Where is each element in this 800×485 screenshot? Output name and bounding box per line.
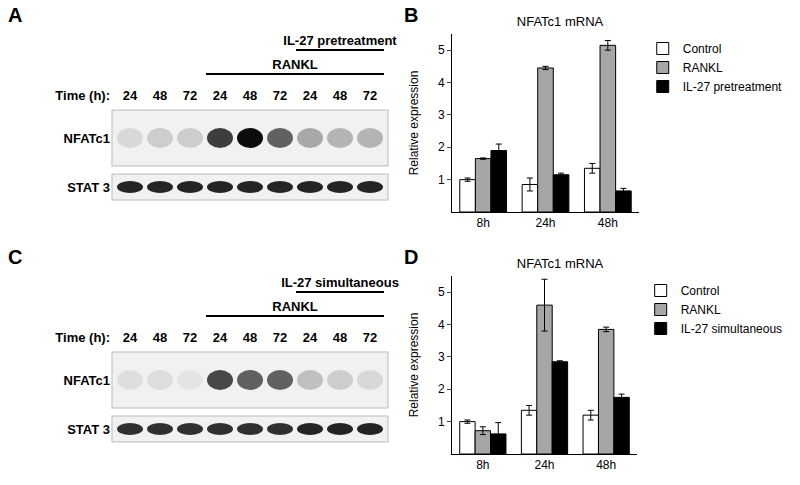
svg-text:5: 5 (438, 43, 445, 57)
svg-text:NFATc1: NFATc1 (64, 131, 110, 146)
svg-text:48: 48 (333, 88, 347, 103)
svg-text:RANKL: RANKL (272, 57, 318, 72)
svg-text:3: 3 (438, 108, 445, 122)
svg-text:4: 4 (438, 76, 445, 90)
svg-text:48h: 48h (596, 458, 616, 472)
svg-text:72: 72 (273, 330, 287, 345)
svg-text:3: 3 (438, 350, 445, 364)
svg-text:Control: Control (683, 42, 722, 56)
svg-text:24: 24 (303, 88, 318, 103)
svg-text:24: 24 (213, 88, 228, 103)
svg-text:24h: 24h (534, 458, 554, 472)
svg-text:72: 72 (183, 88, 197, 103)
svg-text:2: 2 (438, 382, 445, 396)
html-text:A: A (8, 4, 23, 26)
svg-text:NFATc1: NFATc1 (64, 373, 110, 388)
svg-text:48: 48 (243, 88, 257, 103)
svg-text:RANKL: RANKL (272, 299, 318, 314)
html-text:D: D (404, 246, 419, 268)
svg-text:4: 4 (438, 318, 445, 332)
svg-text:72: 72 (273, 88, 287, 103)
svg-text:72: 72 (363, 88, 377, 103)
svg-text:1: 1 (438, 173, 445, 187)
svg-text:1: 1 (438, 415, 445, 429)
svg-text:STAT 3: STAT 3 (67, 422, 110, 437)
svg-text:RANKL: RANKL (683, 61, 723, 75)
svg-text:STAT 3: STAT 3 (67, 180, 110, 195)
svg-text:24: 24 (213, 330, 228, 345)
svg-text:Time (h):: Time (h): (55, 330, 110, 345)
svg-text:72: 72 (363, 330, 377, 345)
svg-text:IL-27 simultaneous: IL-27 simultaneous (681, 322, 782, 336)
svg-text:48: 48 (333, 330, 347, 345)
svg-text:48: 48 (153, 88, 167, 103)
svg-text:Relative expression: Relative expression (407, 313, 421, 418)
svg-text:48: 48 (243, 330, 257, 345)
svg-text:24: 24 (303, 330, 318, 345)
svg-text:24h: 24h (535, 216, 555, 230)
svg-text:RANKL: RANKL (681, 303, 721, 317)
svg-text:IL-27 pretreatment: IL-27 pretreatment (283, 33, 397, 48)
svg-text:2: 2 (438, 140, 445, 154)
svg-text:IL-27 pretreatment: IL-27 pretreatment (683, 80, 782, 94)
html-text:B: B (404, 4, 419, 26)
svg-text:24: 24 (123, 88, 138, 103)
svg-text:8h: 8h (476, 216, 489, 230)
svg-text:NFATc1 mRNA: NFATc1 mRNA (517, 14, 604, 29)
html-text:C: C (8, 246, 23, 268)
svg-text:48h: 48h (598, 216, 618, 230)
svg-text:NFATc1 mRNA: NFATc1 mRNA (517, 256, 604, 271)
svg-text:Relative expression: Relative expression (407, 71, 421, 176)
svg-text:8h: 8h (476, 458, 489, 472)
svg-text:48: 48 (153, 330, 167, 345)
svg-text:5: 5 (438, 285, 445, 299)
svg-text:24: 24 (123, 330, 138, 345)
svg-text:Control: Control (681, 284, 720, 298)
svg-text:IL-27 simultaneous: IL-27 simultaneous (281, 275, 399, 290)
svg-text:72: 72 (183, 330, 197, 345)
svg-text:Time (h):: Time (h): (55, 88, 110, 103)
